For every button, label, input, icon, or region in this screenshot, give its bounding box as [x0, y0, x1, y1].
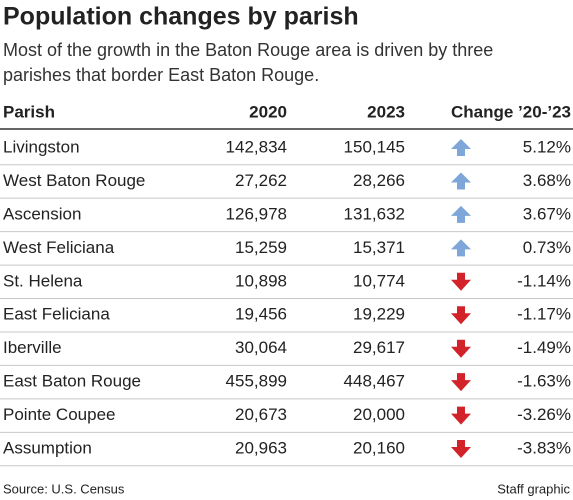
cell: 126,978: [226, 204, 287, 223]
cell: 19,456: [235, 305, 287, 324]
cell: 30,064: [235, 338, 287, 357]
cell: 142,834: [226, 137, 287, 156]
cell: -1.49%: [517, 338, 571, 357]
title: Population changes by parish: [3, 3, 359, 31]
column-header: 2023: [367, 102, 405, 121]
parish-name: East Baton Rouge: [3, 372, 141, 391]
column-header: 2020: [249, 102, 287, 121]
arrow-down: [451, 272, 471, 291]
arrow-up: [451, 139, 471, 156]
credit: Staff graphic: [497, 481, 570, 496]
cell: 15,371: [353, 238, 405, 257]
arrow-up: [451, 172, 471, 190]
cell: -1.63%: [517, 372, 571, 391]
source: Source: U.S. Census: [3, 481, 125, 496]
arrow-down: [451, 339, 471, 358]
cell: 0.73%: [523, 238, 571, 257]
cell: 20,963: [235, 439, 287, 458]
cell: 27,262: [235, 171, 287, 190]
column-header: Change ’20-’23: [451, 102, 571, 121]
cell: 455,899: [226, 372, 287, 391]
cell: 3.68%: [523, 171, 571, 190]
cell: 19,229: [353, 305, 405, 324]
cell: 20,160: [353, 439, 405, 458]
parish-name: Assumption: [3, 439, 92, 458]
cell: 3.67%: [523, 204, 571, 223]
parish-name: Ascension: [3, 204, 81, 223]
parish-name: West Baton Rouge: [3, 171, 145, 190]
cell: 15,259: [235, 238, 287, 257]
parish-name: East Feliciana: [3, 305, 110, 324]
arrow-down: [451, 373, 471, 392]
cell: 150,145: [344, 137, 405, 156]
cell: 20,673: [235, 405, 287, 424]
arrow-down: [451, 306, 471, 325]
cell: -3.83%: [517, 439, 571, 458]
cell: -1.14%: [517, 271, 571, 290]
arrow-up: [451, 205, 471, 223]
cell: 20,000: [353, 405, 405, 424]
column-header: Parish: [3, 102, 55, 121]
cell: 131,632: [344, 204, 405, 223]
cell: -1.17%: [517, 305, 571, 324]
subtitle: Most of the growth in the Baton Rouge ar…: [3, 40, 493, 60]
parish-name: Pointe Coupee: [3, 405, 115, 424]
arrow-down: [451, 440, 471, 459]
cell: 10,774: [353, 271, 405, 290]
arrow-down: [451, 406, 471, 425]
cell: -3.26%: [517, 405, 571, 424]
subtitle: parishes that border East Baton Rouge.: [3, 65, 319, 85]
cell: 29,617: [353, 338, 405, 357]
parish-name: Iberville: [3, 338, 62, 357]
cell: 5.12%: [523, 137, 571, 156]
parish-name: St. Helena: [3, 271, 83, 290]
cell: 28,266: [353, 171, 405, 190]
cell: 10,898: [235, 271, 287, 290]
parish-name: Livingston: [3, 137, 80, 156]
cell: 448,467: [344, 372, 405, 391]
arrow-up: [451, 239, 471, 257]
parish-name: West Feliciana: [3, 238, 115, 257]
